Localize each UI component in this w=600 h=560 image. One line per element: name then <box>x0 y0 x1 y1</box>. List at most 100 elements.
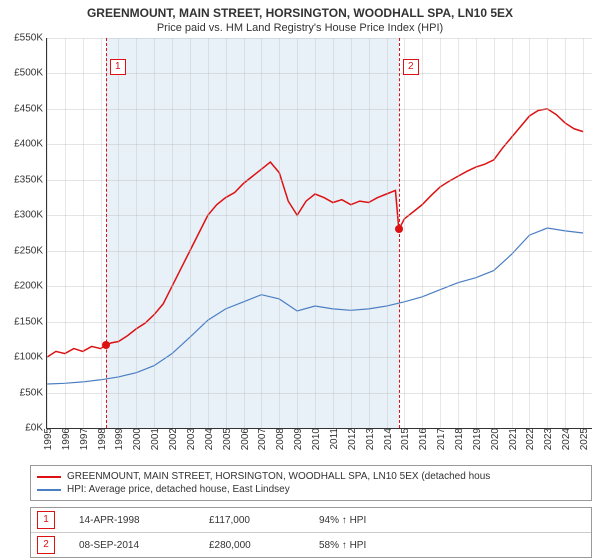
x-gridline <box>297 38 298 428</box>
x-gridline <box>315 38 316 428</box>
x-gridline <box>136 38 137 428</box>
x-tick: 2004 <box>201 428 215 450</box>
y-gridline <box>47 322 592 323</box>
x-gridline <box>101 38 102 428</box>
x-tick: 2008 <box>272 428 286 450</box>
chart-title: GREENMOUNT, MAIN STREET, HORSINGTON, WOO… <box>0 0 600 20</box>
annotation-table: 114-APR-1998£117,00094% ↑ HPI208-SEP-201… <box>30 507 592 558</box>
y-tick: £500K <box>14 68 47 79</box>
x-tick: 2012 <box>344 428 358 450</box>
x-tick: 2003 <box>183 428 197 450</box>
x-gridline <box>565 38 566 428</box>
x-gridline <box>529 38 530 428</box>
legend-label: HPI: Average price, detached house, East… <box>67 484 290 495</box>
x-gridline <box>440 38 441 428</box>
x-tick: 1996 <box>58 428 72 450</box>
annotation-box: 2 <box>403 59 419 75</box>
legend: GREENMOUNT, MAIN STREET, HORSINGTON, WOO… <box>30 465 592 501</box>
y-gridline <box>47 180 592 181</box>
annotation-row: 114-APR-1998£117,00094% ↑ HPI <box>31 508 591 532</box>
legend-swatch <box>37 489 61 491</box>
x-tick: 2006 <box>237 428 251 450</box>
x-tick: 2017 <box>433 428 447 450</box>
x-gridline <box>208 38 209 428</box>
y-tick: £300K <box>14 210 47 221</box>
chart-lines <box>47 38 592 428</box>
annotation-price: £117,000 <box>209 515 319 526</box>
x-gridline <box>458 38 459 428</box>
x-tick: 2001 <box>147 428 161 450</box>
annotation-price: £280,000 <box>209 540 319 551</box>
x-tick: 2022 <box>522 428 536 450</box>
x-gridline <box>351 38 352 428</box>
x-gridline <box>422 38 423 428</box>
annotation-row: 2 08-SEP-2014£280,00058% ↑ HPI <box>31 532 591 557</box>
x-gridline <box>83 38 84 428</box>
x-gridline <box>476 38 477 428</box>
x-tick: 2025 <box>576 428 590 450</box>
x-gridline <box>583 38 584 428</box>
y-tick: £150K <box>14 316 47 327</box>
legend-item: GREENMOUNT, MAIN STREET, HORSINGTON, WOO… <box>37 470 585 483</box>
chart-subtitle: Price paid vs. HM Land Registry's House … <box>0 20 600 38</box>
x-tick: 2020 <box>487 428 501 450</box>
x-tick: 2014 <box>380 428 394 450</box>
y-tick: £400K <box>14 139 47 150</box>
x-gridline <box>512 38 513 428</box>
x-gridline <box>226 38 227 428</box>
x-tick: 1999 <box>111 428 125 450</box>
annotation-date: 08-SEP-2014 <box>79 540 209 551</box>
y-gridline <box>47 286 592 287</box>
x-gridline <box>261 38 262 428</box>
x-gridline <box>118 38 119 428</box>
y-tick: £200K <box>14 281 47 292</box>
x-tick: 2013 <box>362 428 376 450</box>
y-gridline <box>47 251 592 252</box>
y-gridline <box>47 357 592 358</box>
x-gridline <box>190 38 191 428</box>
y-gridline <box>47 393 592 394</box>
x-tick: 2018 <box>451 428 465 450</box>
y-tick: £50K <box>20 387 47 398</box>
annotation-number: 2 <box>37 536 55 554</box>
x-tick: 2005 <box>219 428 233 450</box>
y-tick: £100K <box>14 352 47 363</box>
x-gridline <box>172 38 173 428</box>
y-gridline <box>47 109 592 110</box>
chart-plot-area: £0K£50K£100K£150K£200K£250K£300K£350K£40… <box>46 38 592 429</box>
y-gridline <box>47 73 592 74</box>
annotation-pct: 58% ↑ HPI <box>319 540 439 551</box>
x-gridline <box>387 38 388 428</box>
annotation-date: 14-APR-1998 <box>79 515 209 526</box>
x-gridline <box>47 38 48 428</box>
y-tick: £550K <box>14 33 47 44</box>
x-gridline <box>369 38 370 428</box>
x-gridline <box>494 38 495 428</box>
x-tick: 2010 <box>308 428 322 450</box>
x-tick: 2009 <box>290 428 304 450</box>
x-gridline <box>244 38 245 428</box>
x-gridline <box>65 38 66 428</box>
x-tick: 2015 <box>397 428 411 450</box>
x-gridline <box>547 38 548 428</box>
x-tick: 2016 <box>415 428 429 450</box>
x-tick: 2019 <box>469 428 483 450</box>
annotation-line <box>106 38 107 428</box>
x-tick: 2000 <box>129 428 143 450</box>
x-tick: 1995 <box>40 428 54 450</box>
x-gridline <box>404 38 405 428</box>
legend-swatch <box>37 476 61 478</box>
y-tick: £250K <box>14 245 47 256</box>
x-gridline <box>333 38 334 428</box>
x-tick: 2007 <box>254 428 268 450</box>
y-gridline <box>47 38 592 39</box>
x-tick: 2023 <box>540 428 554 450</box>
x-tick: 2021 <box>505 428 519 450</box>
annotation-number: 1 <box>37 511 55 529</box>
legend-label: GREENMOUNT, MAIN STREET, HORSINGTON, WOO… <box>67 471 490 482</box>
x-tick: 1998 <box>94 428 108 450</box>
y-gridline <box>47 215 592 216</box>
y-tick: £350K <box>14 174 47 185</box>
annotation-line <box>399 38 400 428</box>
annotation-box: 1 <box>110 59 126 75</box>
